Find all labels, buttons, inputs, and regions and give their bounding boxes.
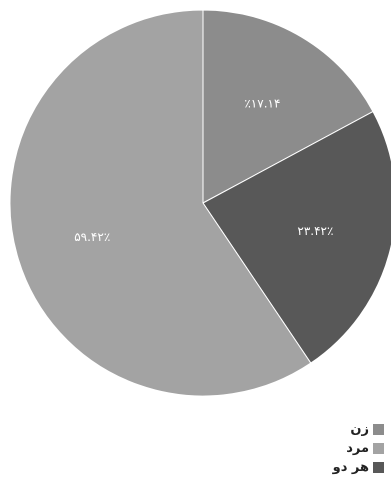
pie-slice-both xyxy=(202,110,391,364)
pie-slice-female xyxy=(202,9,374,204)
legend-item-both: هر دو xyxy=(322,458,384,477)
legend-label-female: زن xyxy=(350,422,369,437)
legend-label-male: مرد xyxy=(346,441,369,456)
slice-label-female: ٪۱۷.۱۴ xyxy=(244,97,280,111)
legend-swatch-male xyxy=(373,443,384,454)
chart-legend: زن مرد هر دو xyxy=(322,420,384,477)
slice-label-both: ۲۳.۴۲٪ xyxy=(297,224,333,238)
slice-label-male: ۵۹.۴۲٪ xyxy=(74,230,110,244)
pie-chart: ٪۱۷.۱۴ ۲۳.۴۲٪ ۵۹.۴۲٪ xyxy=(9,9,391,397)
legend-swatch-female xyxy=(373,424,384,435)
legend-item-male: مرد xyxy=(322,439,384,458)
pie-slice-male xyxy=(9,9,312,397)
legend-item-female: زن xyxy=(322,420,384,439)
legend-swatch-both xyxy=(373,462,384,473)
legend-label-both: هر دو xyxy=(332,460,369,475)
